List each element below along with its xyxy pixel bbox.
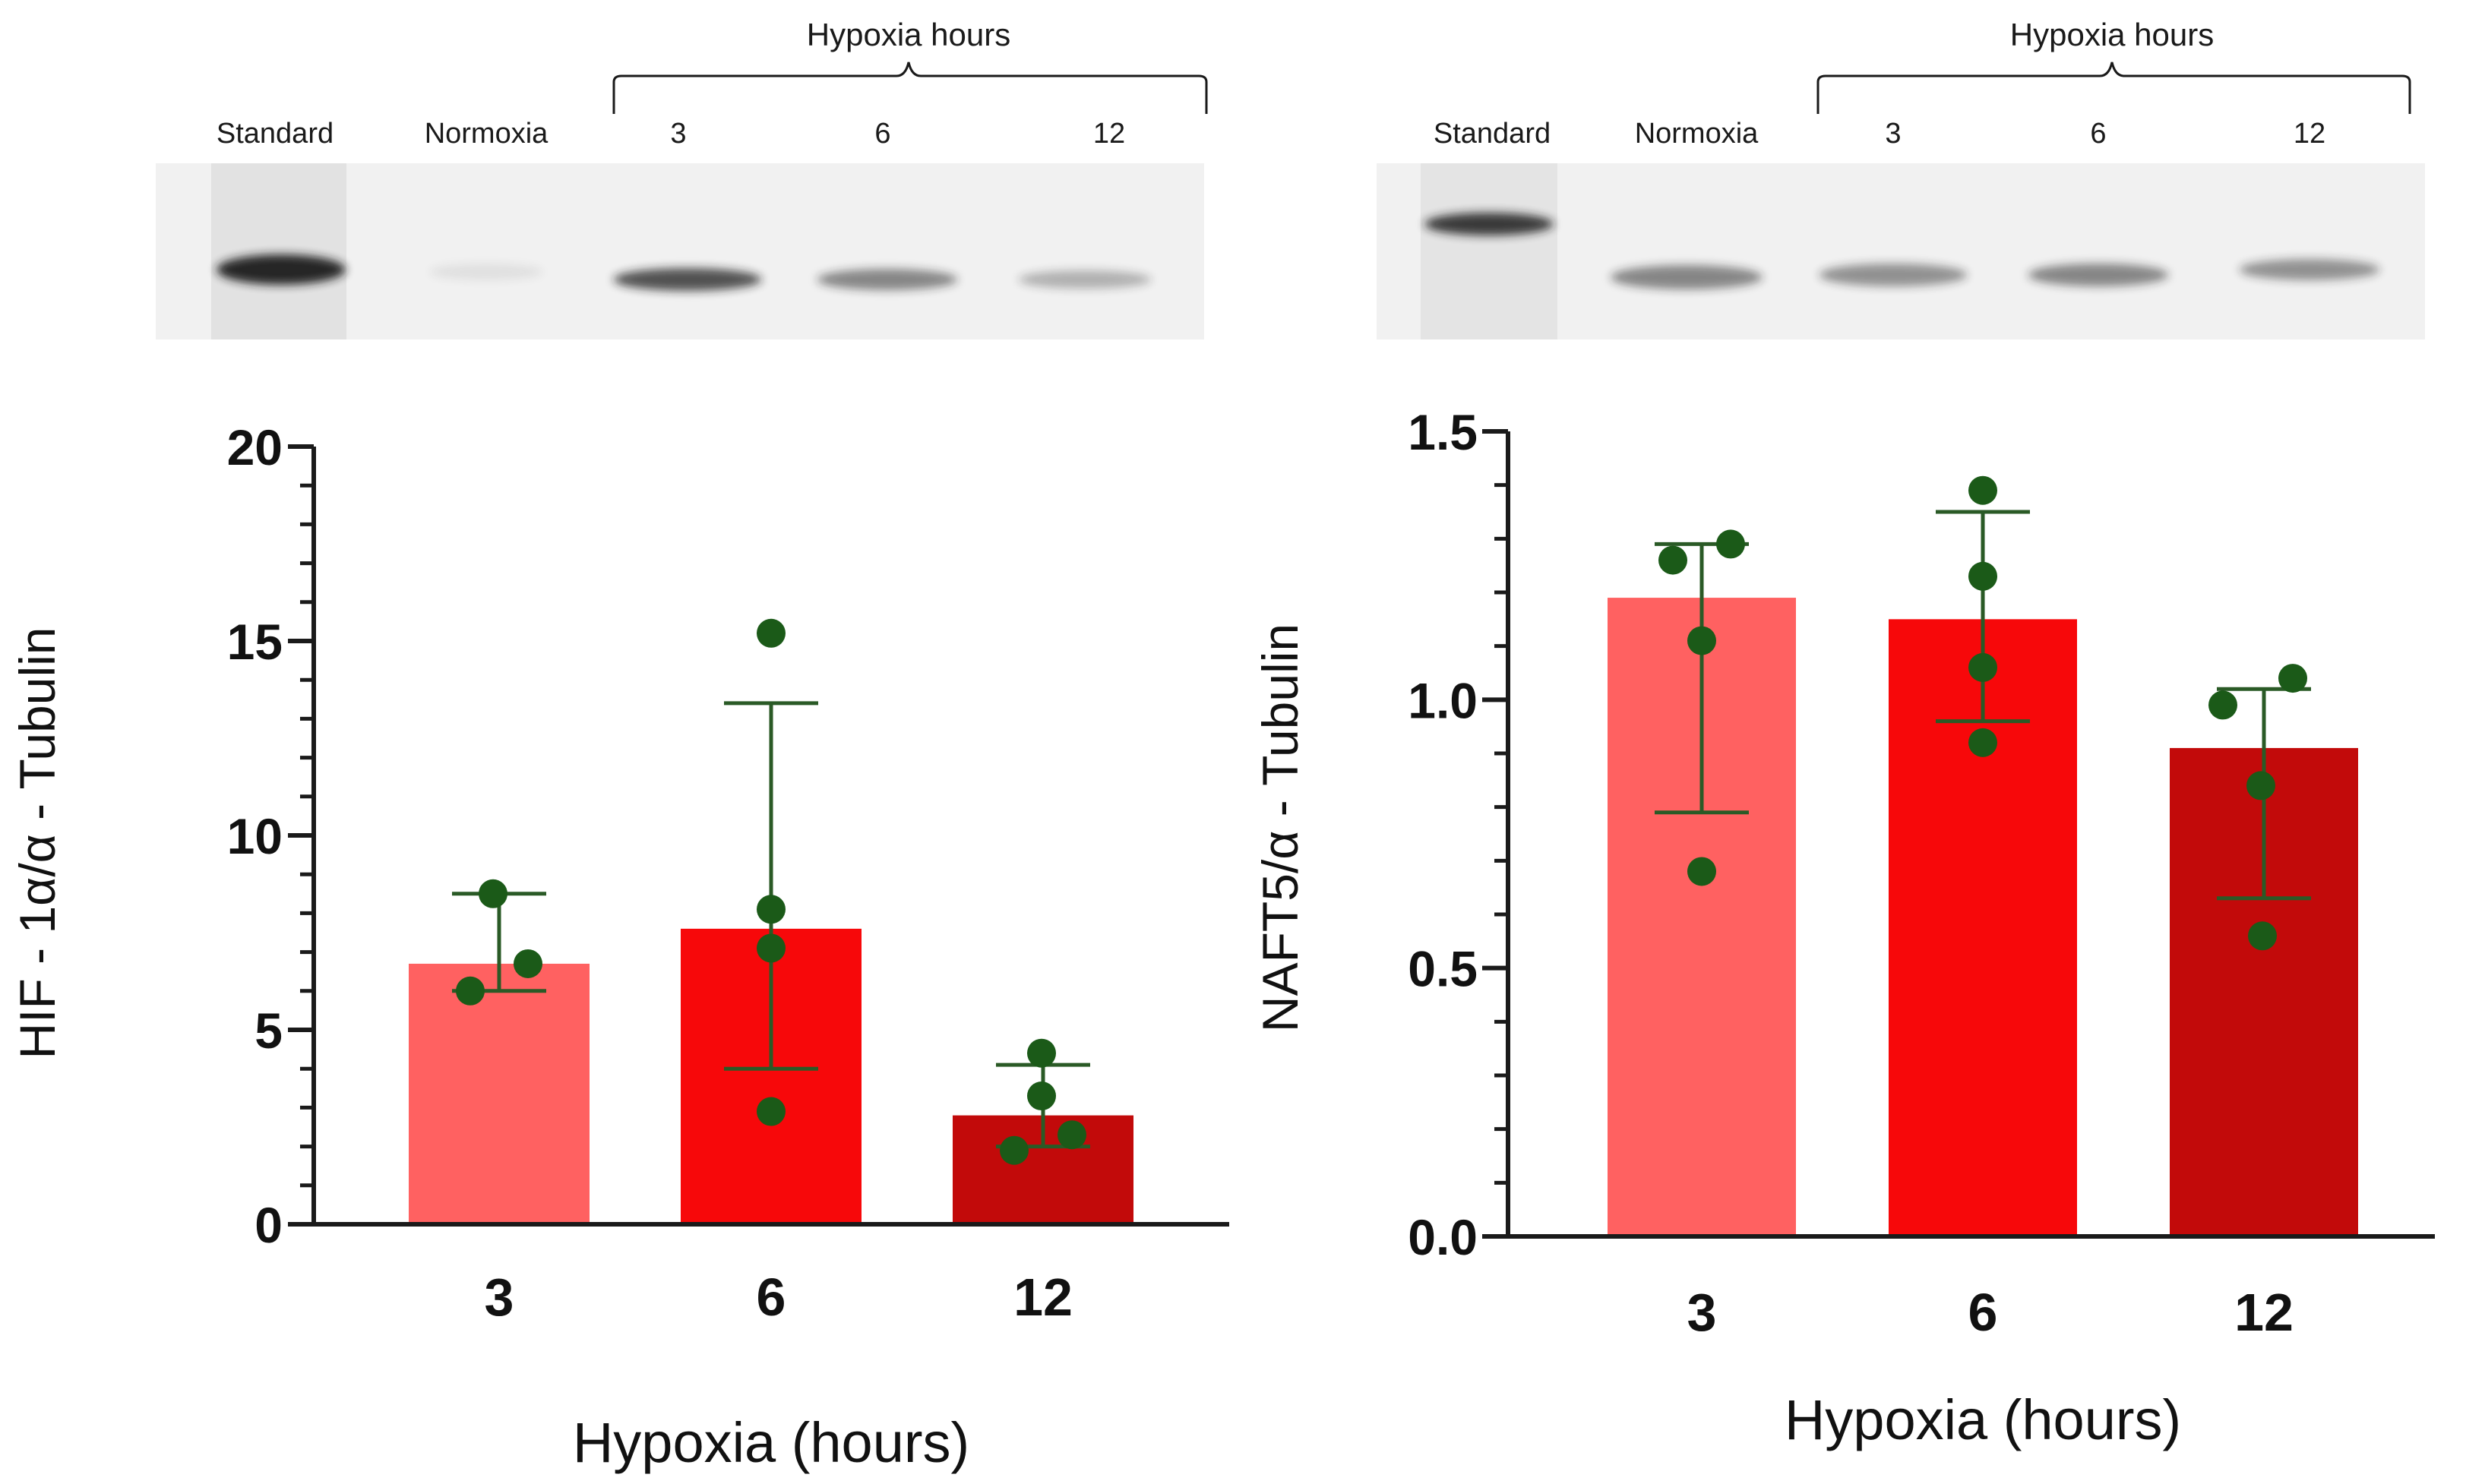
gel-band-12	[1018, 270, 1152, 289]
data-point-3h	[1687, 857, 1716, 886]
lane-label-12: 12	[1093, 118, 1125, 150]
lane-label-normoxia: Normoxia	[1635, 118, 1759, 150]
x-tick-label-3: 3	[485, 1268, 514, 1327]
bars	[409, 928, 1133, 1224]
lane-label-standard: Standard	[1434, 118, 1551, 150]
hypoxia-bracket	[612, 62, 1208, 114]
data-points	[456, 618, 1086, 1165]
data-point-6h	[1968, 652, 1997, 682]
x-tick-label-12: 12	[2234, 1283, 2294, 1342]
gel-band-12	[2239, 259, 2380, 280]
gel-bands	[1424, 213, 2380, 289]
data-point-6h	[757, 895, 786, 924]
lane-label-standard: Standard	[217, 118, 334, 150]
x-axis: 3 6 12	[1506, 1234, 2435, 1342]
x-axis-label: Hypoxia (hours)	[573, 1411, 969, 1474]
gel-band-3	[1819, 264, 1968, 286]
y-tick-label: 0	[255, 1197, 283, 1253]
data-point-12h	[1000, 1135, 1029, 1165]
y-tick-label: 20	[227, 419, 283, 475]
x-tick-label-3: 3	[1687, 1283, 1717, 1342]
gel-band-6	[2028, 264, 2169, 286]
x-tick-label-6: 6	[1968, 1283, 1998, 1342]
y-axis: 0 5 10 15 20	[227, 419, 316, 1253]
chart-naft5: 0.0 0.5 1.0 1.5 3 6 12 Hypoxia (hours) NAFT5/…	[1252, 404, 2435, 1451]
data-point-3h	[514, 949, 542, 978]
x-tick-label-12: 12	[1013, 1268, 1073, 1327]
lane-label-normoxia: Normoxia	[425, 118, 549, 150]
data-point-6h	[1968, 475, 1997, 505]
x-tick-label-6: 6	[757, 1268, 786, 1327]
gel-band-3	[613, 268, 762, 291]
gel-band-standard	[217, 254, 346, 285]
data-points	[1658, 475, 2307, 951]
lane-label-3: 3	[1885, 118, 1901, 150]
data-point-6h	[757, 1097, 786, 1126]
y-tick-label: 15	[227, 614, 283, 670]
gel-bands	[217, 254, 1152, 291]
data-point-3h	[1716, 529, 1745, 559]
gel-band-standard	[1424, 213, 1554, 235]
x-axis-label: Hypoxia (hours)	[1785, 1388, 2181, 1451]
gel-band-normoxia	[1611, 265, 1763, 289]
y-tick-label: 0.5	[1408, 941, 1478, 997]
data-point-6h	[1968, 561, 1997, 591]
gel-standard-lane	[211, 163, 346, 339]
y-tick-label: 5	[255, 1002, 283, 1059]
y-tick-label: 1.5	[1408, 404, 1478, 460]
data-point-12h	[1027, 1038, 1056, 1068]
blot-panel-right: Standard Normoxia 3 6 12 Hypoxia hours	[1377, 17, 2425, 339]
hypoxia-hours-label: Hypoxia hours	[807, 17, 1010, 52]
y-axis-label: NAFT5/α - Tubulin	[1252, 624, 1308, 1032]
hypoxia-bracket	[1816, 62, 2411, 114]
y-tick-label: 1.0	[1408, 672, 1478, 728]
y-axis: 0.0 0.5 1.0 1.5	[1408, 404, 1510, 1265]
gel-band-6	[817, 269, 958, 290]
data-point-6h	[757, 618, 786, 648]
data-point-3h	[479, 879, 507, 908]
chart-hif1a: 0 5 10 15 20 3 6 12 Hypoxia (hours) HIF - 1α/α…	[9, 419, 1229, 1474]
data-point-12h	[2246, 771, 2275, 800]
data-point-3h	[456, 976, 485, 1006]
blot-panel-left: Standard Normoxia 3 6 12 Hypoxia hours	[156, 17, 1208, 339]
data-point-12h	[2248, 921, 2277, 951]
y-axis-label: HIF - 1α/α - Tubulin	[9, 627, 65, 1059]
y-tick-label: 10	[227, 808, 283, 864]
lane-label-12: 12	[2294, 118, 2325, 150]
data-point-6h	[1968, 728, 1997, 757]
data-point-6h	[757, 933, 786, 963]
data-point-12h	[1027, 1081, 1056, 1111]
y-tick-label: 0.0	[1408, 1209, 1478, 1265]
data-point-3h	[1658, 545, 1687, 575]
gel-band-normoxia	[429, 264, 543, 280]
lane-label-3: 3	[670, 118, 686, 150]
lane-label-6: 6	[2090, 118, 2106, 150]
lane-label-6: 6	[874, 118, 890, 150]
gel-standard-lane	[1421, 163, 1557, 339]
data-point-12h	[1058, 1120, 1086, 1150]
hypoxia-hours-label: Hypoxia hours	[2010, 17, 2214, 52]
bar-3h	[409, 963, 590, 1224]
data-point-12h	[2278, 664, 2307, 693]
data-point-3h	[1687, 626, 1716, 655]
data-point-12h	[2208, 690, 2237, 720]
x-axis: 3 6 12	[311, 1222, 1229, 1327]
